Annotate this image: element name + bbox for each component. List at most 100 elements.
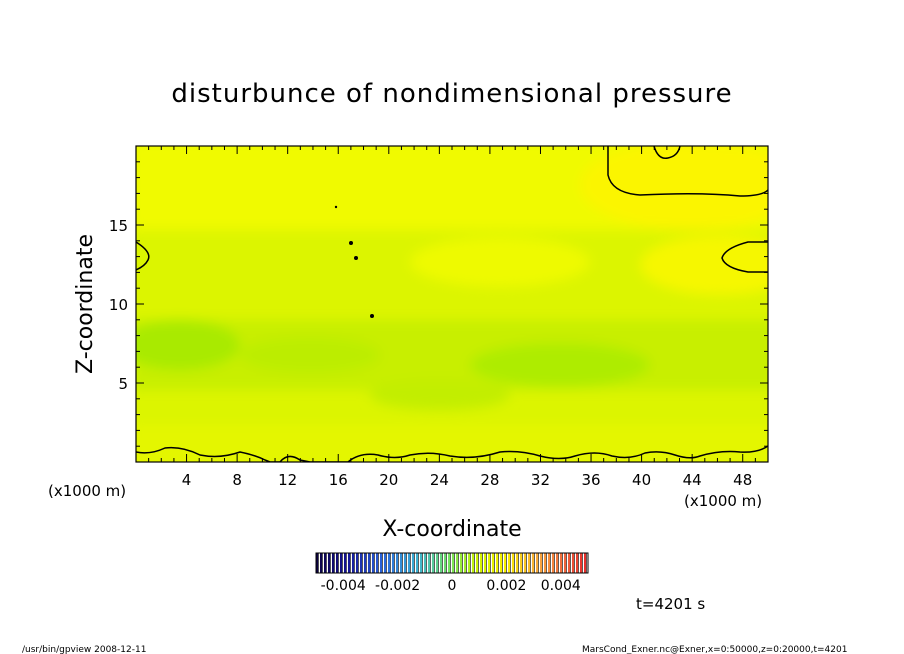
colorbar-tick-label: 0.002 [486, 578, 526, 594]
contour-dot [370, 314, 374, 318]
contour-dot [354, 256, 358, 260]
x-unit-label-right: (x1000 m) [684, 492, 762, 510]
colorbar-cell [320, 553, 323, 573]
y-tick-label: 10 [109, 296, 128, 314]
colorbar-cell [368, 553, 371, 573]
footer-left: /usr/bin/gpview 2008-12-11 [22, 645, 146, 654]
contour-dot [334, 205, 338, 209]
plot-area [135, 145, 769, 463]
field-region-mid-right [640, 235, 768, 295]
colorbar-cell [528, 553, 531, 573]
colorbar-cell [568, 553, 571, 573]
colorbar-cell [524, 553, 527, 573]
colorbar-cell [348, 553, 351, 573]
colorbar-cell [404, 553, 407, 573]
colorbar-cell [388, 553, 391, 573]
colorbar-cell [548, 553, 551, 573]
x-tick-label: 8 [232, 471, 242, 489]
colorbar-cell [584, 553, 587, 573]
x-axis: 4 8 12 16 20 24 28 32 36 40 44 48 [148, 146, 756, 489]
colorbar-cell [452, 553, 455, 573]
contour-top-right-loop [653, 146, 681, 159]
y-axis: 5 10 15 [109, 161, 768, 447]
colorbar-cell [360, 553, 363, 573]
contour-dot [349, 241, 353, 245]
colorbar-cell [352, 553, 355, 573]
colorbar-cell [512, 553, 515, 573]
y-tick-label: 15 [109, 217, 128, 235]
colorbar-cell [392, 553, 395, 573]
field-band-low-right [470, 343, 650, 387]
colorbar-cell [464, 553, 467, 573]
colorbar-cell [480, 553, 483, 573]
y-axis-label: Z-coordinate [73, 234, 98, 374]
colorbar-cell [340, 553, 343, 573]
colorbar-cell [380, 553, 383, 573]
contour-surface [136, 445, 768, 462]
colorbar-tick-label: -0.004 [321, 578, 366, 594]
colorbar-cell [316, 553, 319, 573]
colorbar-cell [440, 553, 443, 573]
contour-lines [136, 146, 768, 462]
colorbar-cell [544, 553, 547, 573]
colorbar-cell [460, 553, 463, 573]
colorbar-cell [576, 553, 579, 573]
colorbar-cell [420, 553, 423, 573]
colorbar-tick-label: 0 [448, 578, 457, 594]
x-tick-label: 44 [683, 471, 702, 489]
field-surface [136, 425, 768, 462]
colorbar-cell [556, 553, 559, 573]
colorbar-cell [520, 553, 523, 573]
colorbar-cell [332, 553, 335, 573]
colorbar-cell [552, 553, 555, 573]
colorbar-cell [448, 553, 451, 573]
colorbar-cell [416, 553, 419, 573]
colorbar-cell [580, 553, 583, 573]
colorbar-cell [488, 553, 491, 573]
colorbar-cell [424, 553, 427, 573]
y-tick-label: 5 [118, 375, 128, 393]
colorbar-cell [344, 553, 347, 573]
colorbar-cell [384, 553, 387, 573]
time-label: t=4201 s [636, 595, 705, 613]
colorbar-cell [468, 553, 471, 573]
x-tick-label: 48 [733, 471, 752, 489]
colorbar-cell [536, 553, 539, 573]
colorbar-cell [364, 553, 367, 573]
x-tick-label: 36 [581, 471, 600, 489]
field-region-mid-center [410, 237, 590, 287]
x-tick-label: 40 [632, 471, 651, 489]
colorbar-cell [432, 553, 435, 573]
colorbar-cell [324, 553, 327, 573]
colorbar-cell [472, 553, 475, 573]
x-tick-label: 32 [531, 471, 550, 489]
x-tick-label: 12 [278, 471, 297, 489]
colorbar-tick-label: -0.002 [375, 578, 420, 594]
colorbar-cell [564, 553, 567, 573]
x-tick-label: 4 [182, 471, 192, 489]
colorbar-cell [492, 553, 495, 573]
field-region-upper-right [580, 146, 768, 230]
colorbar-cell [532, 553, 535, 573]
field-shading [136, 146, 768, 462]
colorbar-cell [560, 553, 563, 573]
colorbar-cell [372, 553, 375, 573]
x-unit-label-left: (x1000 m) [48, 482, 126, 500]
contour-upper-right [607, 146, 768, 197]
colorbar-cell [540, 553, 543, 573]
x-tick-label: 24 [430, 471, 449, 489]
colorbar-cell [328, 553, 331, 573]
colorbar-cell [572, 553, 575, 573]
contour-right-loop [721, 241, 768, 273]
colorbar-cell [476, 553, 479, 573]
colorbar: -0.004 -0.002 0 0.002 0.004 [315, 552, 589, 594]
colorbar-cell [436, 553, 439, 573]
footer-right: MarsCond_Exner.nc@Exner,x=0:50000,z=0:20… [582, 645, 847, 654]
contour-left-loop [136, 241, 150, 271]
colorbar-cell [408, 553, 411, 573]
field-band-low-mid [370, 380, 510, 410]
x-tick-label: 16 [329, 471, 348, 489]
field-band-low-left [136, 320, 240, 370]
colorbar-frame [315, 552, 589, 574]
